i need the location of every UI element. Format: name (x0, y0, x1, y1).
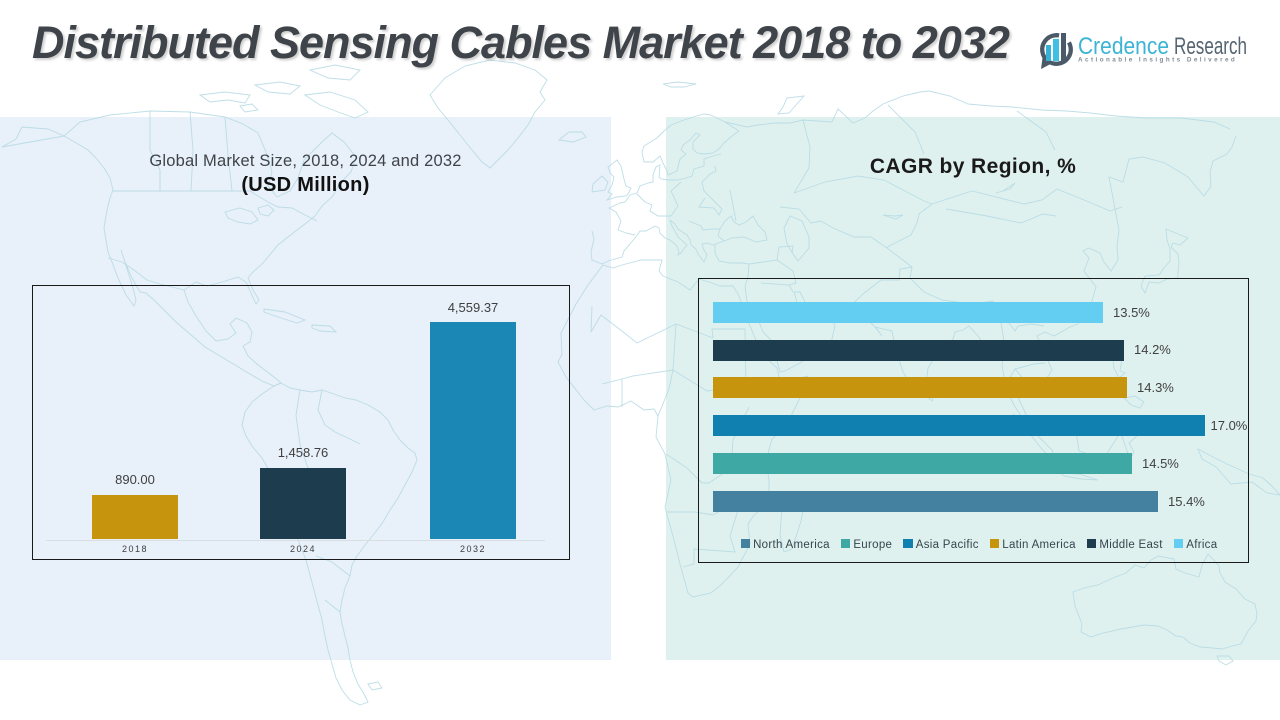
svg-text:Research: Research (1174, 33, 1247, 60)
svg-text:Credence: Credence (1078, 33, 1169, 60)
svg-text:Actionable Insights Delivered: Actionable Insights Delivered (1078, 57, 1237, 64)
